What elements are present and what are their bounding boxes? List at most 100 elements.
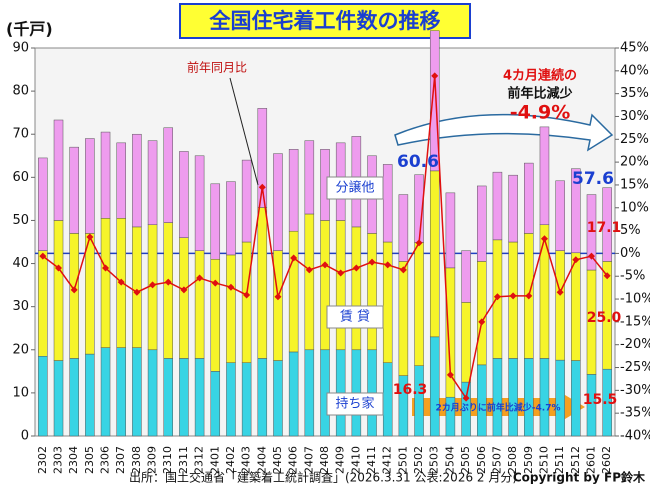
line-marker <box>509 292 517 300</box>
x-tick-label: 2502 <box>412 446 425 474</box>
y-tick-label: 20 <box>12 342 29 357</box>
y2-tick-label: 30% <box>620 109 649 124</box>
y2-tick-label: -15% <box>620 314 650 329</box>
y2-tick-label: -5% <box>620 269 645 284</box>
bar-segment <box>288 149 299 232</box>
bar-segment <box>335 220 346 351</box>
line-marker <box>415 239 423 247</box>
x-tick-label: 2303 <box>52 446 65 474</box>
bar-segment <box>571 168 581 254</box>
bar-segment <box>116 142 126 219</box>
line-marker <box>149 281 157 289</box>
bar-segment <box>555 250 565 361</box>
bar-segment <box>508 174 518 243</box>
x-tick-label: 2508 <box>506 446 519 474</box>
x-tick-label: 2310 <box>161 446 174 474</box>
source: 出所：国土交通省「建築着工統計調査」(2026.3.31 公表:2026 2 月… <box>129 470 517 485</box>
y-tick-label: 60 <box>12 170 29 185</box>
bar-segment <box>539 126 550 226</box>
bar-segment <box>38 157 48 251</box>
x-tick-label: 2510 <box>537 446 550 474</box>
bar-segment <box>257 207 268 359</box>
x-tick-label: 2309 <box>146 446 159 474</box>
bar-segment <box>351 226 362 351</box>
x-tick-label: 2302 <box>36 446 49 474</box>
bar-segment <box>382 362 393 437</box>
x-tick-label: 2306 <box>99 446 112 474</box>
y2-tick-label: 40% <box>620 63 649 78</box>
bar-segment <box>304 140 315 215</box>
bar-segment <box>288 230 299 353</box>
bar-segment <box>38 355 48 437</box>
bar-segment <box>524 162 534 234</box>
line-marker <box>102 264 110 272</box>
bar-segment <box>226 254 236 363</box>
arrow <box>394 113 614 152</box>
x-tick-label: 2506 <box>475 446 488 474</box>
line-marker <box>321 261 329 269</box>
annotation: 57.6 <box>572 169 614 189</box>
x-tick-label: 2304 <box>67 446 80 474</box>
line-marker <box>603 272 611 280</box>
y-tick-label: 50 <box>12 213 29 228</box>
line-marker <box>493 293 501 301</box>
bar-segment <box>210 258 221 372</box>
bar-segment <box>586 194 597 271</box>
bar-segment <box>100 131 111 219</box>
bar-segment <box>257 108 268 208</box>
x-tick-label: 2507 <box>490 446 503 474</box>
bar-segment <box>163 358 173 437</box>
x-tick-label: 2601 <box>584 446 597 474</box>
x-tick-label: 2311 <box>177 446 190 474</box>
legend-box <box>326 176 384 200</box>
bar-segment <box>53 220 64 361</box>
x-tick-label: 2512 <box>569 446 582 474</box>
y2-tick-label: 25% <box>620 132 649 147</box>
bar-segment <box>555 180 565 251</box>
bar-segment <box>461 250 471 303</box>
annotation: 2カ月ぶりに前年比減少-4.7% <box>436 402 561 414</box>
line-marker <box>478 318 486 326</box>
x-tick-label: 2505 <box>459 446 472 474</box>
x-tick-label: 2409 <box>334 446 347 474</box>
bar-segment <box>132 226 142 348</box>
bar-segment <box>398 261 409 376</box>
line-marker <box>180 286 188 294</box>
legend-label: 賃 貸 <box>340 309 370 325</box>
y2-tick-label: -25% <box>620 360 650 375</box>
bar-segment <box>241 241 252 363</box>
bar-segment <box>38 250 48 357</box>
bar-segment <box>194 250 205 359</box>
bar-segment <box>539 224 550 359</box>
y-tick-label: 90 <box>12 41 29 56</box>
x-tick-label: 2308 <box>130 446 143 474</box>
bar-segment <box>241 159 252 243</box>
bar-segment <box>445 192 456 269</box>
bar-segment <box>53 360 64 437</box>
x-tick-label: 2504 <box>443 446 456 474</box>
bar-segment <box>429 336 440 437</box>
bar-segment <box>492 171 503 241</box>
y-tick-label: 0 <box>21 429 29 444</box>
annotation: 前年比減少 <box>507 86 572 102</box>
legend-label: 分譲他 <box>335 180 374 196</box>
line-marker <box>305 266 313 274</box>
bar-segment <box>273 360 283 437</box>
line-marker <box>55 264 63 272</box>
line-marker <box>337 269 345 277</box>
leader <box>229 77 259 186</box>
x-tick-label: 2402 <box>224 446 237 474</box>
x-tick-label: 2404 <box>255 446 268 474</box>
line-marker <box>446 371 454 379</box>
y2-tick-label: 10% <box>620 200 649 215</box>
y2-tick-label: -35% <box>620 406 650 421</box>
x-tick-label: 2305 <box>83 446 96 474</box>
bar-segment <box>226 181 236 256</box>
bar-segment <box>492 358 503 437</box>
y-tick-label: 10 <box>12 385 29 400</box>
annotation: 17.1 <box>587 220 622 236</box>
y2-tick-label: -30% <box>620 383 650 398</box>
x-tick-label: 2602 <box>600 446 613 474</box>
bar-segment <box>273 250 283 361</box>
